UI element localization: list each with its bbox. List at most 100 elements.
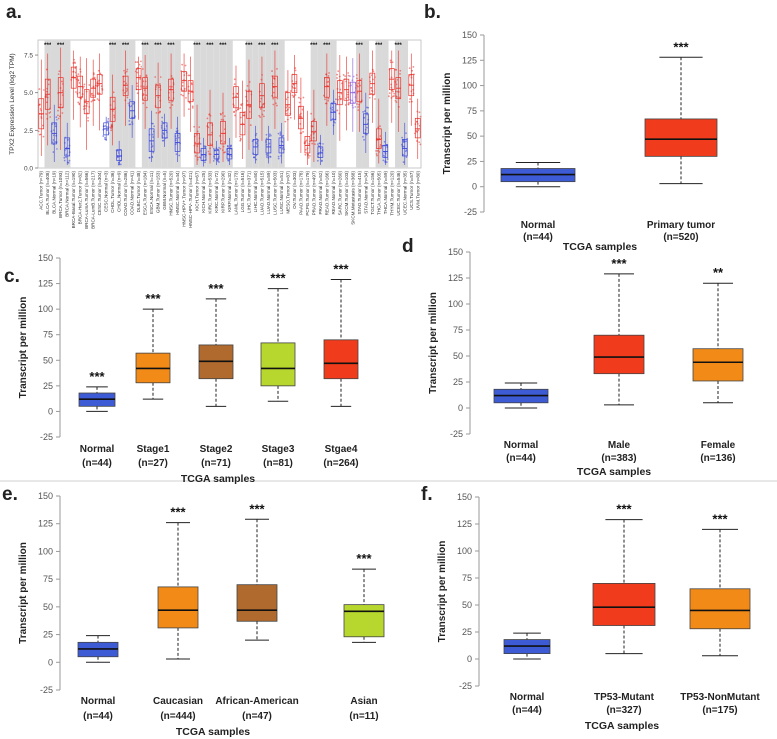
- panel-a-category-label: SKCM.Metastasis (n=368): [350, 171, 355, 225]
- panel-a-point: [285, 98, 288, 101]
- panel-a-category-label: COAD.Normal (n=41): [130, 171, 135, 216]
- box-asian: [343, 604, 385, 638]
- panel-a-point: [294, 67, 297, 69]
- sig-stars-3: ***: [356, 551, 372, 566]
- y-tick-label: 75: [467, 106, 477, 116]
- x-axis-title: TCGA samples: [585, 720, 659, 732]
- panel-a-point: [106, 129, 109, 132]
- panel-a-point: [97, 92, 100, 95]
- panel-a-point: [285, 112, 288, 115]
- panel-a-point: [411, 69, 414, 72]
- panel-a-point: [336, 77, 339, 79]
- panel-a-point: [379, 146, 381, 148]
- panel-a-shade-band: [265, 40, 272, 168]
- panel-a-point: [405, 132, 407, 134]
- panel-a-point: [193, 125, 196, 128]
- panel-a-point: [196, 156, 199, 159]
- y-tick-label: 125: [38, 519, 53, 529]
- panel-a-category-label: GBM.Tumor (n=153): [156, 171, 161, 214]
- panel-a-point: [331, 108, 334, 111]
- panel-a-point: [298, 101, 301, 104]
- panel-a-point: [347, 72, 350, 74]
- panel-a-point: [388, 92, 391, 95]
- panel-a-point: [184, 64, 187, 67]
- panel-a-point: [110, 123, 113, 126]
- panel-a-category-label: HNSC.Normal (n=44): [175, 171, 180, 215]
- panel-a-point: [161, 116, 164, 119]
- panel-a-point: [90, 100, 93, 103]
- box-tp53-nonmutant: [689, 588, 751, 630]
- panel-a-point: [355, 74, 358, 76]
- panel-a-point: [239, 107, 242, 109]
- panel-a-point: [117, 150, 119, 152]
- y-tick-label: 150: [457, 492, 472, 502]
- panel-a-box: [129, 101, 135, 119]
- panel-a-point: [302, 96, 305, 99]
- sig-stars-3: ***: [170, 505, 186, 520]
- box-male: [593, 334, 645, 375]
- panel-a-point: [47, 79, 50, 82]
- panel-a-point: [194, 155, 197, 157]
- panel-a-sig-stars: ***: [394, 42, 402, 49]
- x-sample-count: (n=81): [263, 458, 293, 469]
- panel-a-point: [408, 67, 411, 70]
- panel-a-point: [255, 132, 258, 135]
- box-female: [692, 348, 744, 382]
- y-tick-label: -25: [450, 429, 463, 439]
- panel-a-point: [281, 147, 284, 150]
- panel-a-point: [253, 156, 256, 159]
- x-sample-count: (n=27): [138, 458, 168, 469]
- panel-a-point: [327, 97, 330, 100]
- panel-a-point: [56, 118, 58, 121]
- panel-a-point: [275, 104, 278, 107]
- panel-a-point: [161, 120, 163, 123]
- panel-a-point: [40, 133, 42, 136]
- panel-a-box: [311, 120, 317, 142]
- panel-a-point: [344, 75, 347, 78]
- panel-a-category-label: UCS.Tumor (n=57): [409, 171, 414, 210]
- panel-a-point: [282, 134, 285, 137]
- x-category-label: TP53-Mutant: [594, 692, 655, 703]
- panel-a-point: [259, 116, 262, 118]
- panel-a-point: [347, 101, 350, 104]
- panel-a-category-label: OV.Tumor (n=303): [292, 171, 297, 209]
- panel-a-point: [134, 61, 137, 63]
- box-stage3: [260, 342, 296, 387]
- panel-a-point: [67, 138, 69, 141]
- panel-a-shade-band: [200, 40, 207, 168]
- panel-a-box: [122, 75, 129, 97]
- x-category-label: Stgae4: [325, 444, 358, 455]
- panel-a-point: [310, 112, 313, 115]
- y-tick-label: 0: [472, 182, 477, 192]
- panel-a-category-label: LGG.Tumor (n=516): [240, 171, 245, 213]
- x-sample-count: (n=264): [323, 458, 358, 469]
- panel-a-point: [337, 70, 340, 72]
- y-tick-label: 100: [462, 81, 477, 91]
- panel-a-sig-stars: ***: [109, 42, 117, 49]
- panel-a-point: [383, 154, 385, 157]
- sig-stars-3: ***: [208, 281, 224, 296]
- panel-a-box: [265, 139, 272, 154]
- panel-a-sig-stars: ***: [193, 42, 201, 49]
- panel-a-point: [212, 159, 215, 162]
- panel-a-category-label: CESC.Tumor (n=304): [97, 171, 102, 216]
- panel-a-point: [374, 98, 376, 100]
- panel-a-point: [60, 80, 63, 83]
- panel-a-category-label: HNSC.Tumor (n=520): [169, 171, 174, 216]
- x-sample-count: (n=44): [83, 711, 113, 722]
- panel-a-point: [419, 143, 422, 146]
- panel-a-category-label: CHOL.Normal (n=9): [117, 171, 122, 212]
- panel-a-point: [128, 98, 131, 101]
- y-tick-label: 125: [38, 279, 53, 289]
- panel-a-point: [375, 153, 378, 155]
- panel-a-point: [74, 67, 77, 70]
- panel-a-category-label: KICH.Tumor (n=67): [195, 171, 200, 212]
- panel-a-point: [187, 108, 190, 111]
- panel-a-box: [220, 120, 226, 145]
- panel-a-category-label: BRCA.Normal (n=112): [65, 171, 70, 217]
- panel-a-point: [83, 83, 86, 86]
- x-sample-count: (n=44): [523, 232, 553, 243]
- panel-a-point: [243, 114, 245, 117]
- box-tp53-mutant: [592, 583, 656, 626]
- panel-a-point: [385, 161, 388, 164]
